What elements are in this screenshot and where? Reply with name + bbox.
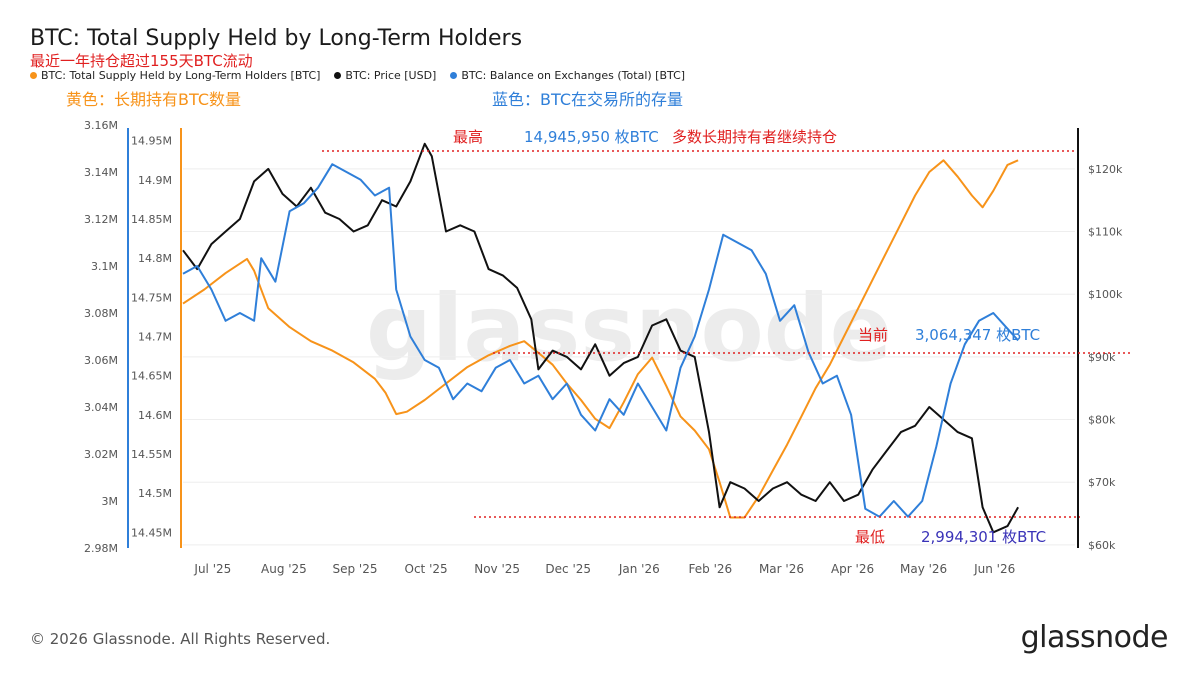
high-text: 多数长期持有者继续持仓 — [672, 128, 837, 146]
brand-logo[interactable]: glassnode — [1020, 620, 1169, 655]
lth-tick-label: 3.14M — [84, 166, 118, 179]
lth-tick-label: 2.98M — [84, 542, 118, 555]
legend: BTC: Total Supply Held by Long-Term Hold… — [30, 69, 685, 82]
lth-tick-label: 3.02M — [84, 448, 118, 461]
legend-item-exchange[interactable]: BTC: Balance on Exchanges (Total) [BTC] — [450, 69, 685, 82]
lth-tick-label: 3.1M — [91, 260, 118, 273]
x-tick-label: Aug '25 — [261, 562, 307, 576]
price-tick-label: $120k — [1088, 163, 1123, 176]
x-tick-label: May '26 — [900, 562, 947, 576]
x-tick-label: Dec '25 — [545, 562, 591, 576]
price-tick-label: $110k — [1088, 226, 1123, 239]
exchange-tick-label: 14.8M — [138, 252, 172, 265]
low-value: 2,994,301 枚BTC — [921, 528, 1046, 546]
lth-tick-label: 3.16M — [84, 119, 118, 132]
exchange-tick-label: 14.6M — [138, 409, 172, 422]
lth-tick-label: 3.12M — [84, 213, 118, 226]
x-tick-label: Feb '26 — [689, 562, 733, 576]
x-tick-label: Jun '26 — [973, 562, 1015, 576]
legend-dot-exchange — [450, 72, 458, 79]
lth-tick-label: 3.04M — [84, 401, 118, 414]
exchange-tick-label: 14.85M — [131, 213, 172, 226]
exchange-tick-label: 14.7M — [138, 331, 172, 344]
note-yellow: 黄色：长期持有BTC数量 — [66, 90, 241, 109]
exchange-tick-label: 14.95M — [131, 135, 172, 148]
x-tick-label: Jan '26 — [618, 562, 660, 576]
series-line-lth — [182, 159, 1019, 519]
low-label: 最低 — [855, 528, 885, 546]
x-tick-label: Jul '25 — [193, 562, 231, 576]
legend-item-price[interactable]: BTC: Price [USD] — [334, 69, 436, 82]
legend-dot-price — [334, 72, 342, 79]
price-tick-label: $100k — [1088, 288, 1123, 301]
x-tick-label: Apr '26 — [831, 562, 874, 576]
price-tick-label: $70k — [1088, 476, 1116, 489]
chart-subtitle: 最近一年持仓超过155天BTC流动 — [30, 52, 253, 70]
high-label: 最高 — [453, 128, 483, 146]
page-title: BTC: Total Supply Held by Long-Term Hold… — [30, 26, 523, 51]
legend-label-price: BTC: Price [USD] — [345, 69, 437, 82]
exchange-tick-label: 14.9M — [138, 174, 172, 187]
x-tick-label: Nov '25 — [474, 562, 520, 576]
x-tick-label: Sep '25 — [333, 562, 378, 576]
price-tick-label: $80k — [1088, 414, 1116, 427]
x-tick-label: Mar '26 — [759, 562, 804, 576]
exchange-tick-label: 14.45M — [131, 526, 172, 539]
series-line-price — [182, 142, 1019, 534]
x-tick-label: Oct '25 — [405, 562, 448, 576]
copyright: © 2026 Glassnode. All Rights Reserved. — [30, 630, 331, 648]
watermark: glassnode — [366, 275, 892, 382]
legend-item-lth[interactable]: BTC: Total Supply Held by Long-Term Hold… — [30, 69, 320, 82]
exchange-tick-label: 14.65M — [131, 370, 172, 383]
price-tick-label: $90k — [1088, 351, 1116, 364]
exchange-tick-label: 14.55M — [131, 448, 172, 461]
legend-dot-lth — [30, 72, 37, 79]
current-value: 3,064,347 枚BTC — [915, 326, 1040, 344]
high-value: 14,945,950 枚BTC — [524, 128, 659, 146]
lth-tick-label: 3.08M — [84, 307, 118, 320]
exchange-tick-label: 14.5M — [138, 487, 172, 500]
legend-label-lth: BTC: Total Supply Held by Long-Term Hold… — [41, 69, 321, 82]
exchange-tick-label: 14.75M — [131, 291, 172, 304]
lth-tick-label: 3M — [102, 495, 119, 508]
lth-tick-label: 3.06M — [84, 354, 118, 367]
note-blue: 蓝色：BTC在交易所的存量 — [492, 90, 683, 109]
legend-label-exchange: BTC: Balance on Exchanges (Total) [BTC] — [461, 69, 686, 82]
current-label: 当前 — [858, 326, 888, 344]
price-tick-label: $60k — [1088, 539, 1116, 552]
